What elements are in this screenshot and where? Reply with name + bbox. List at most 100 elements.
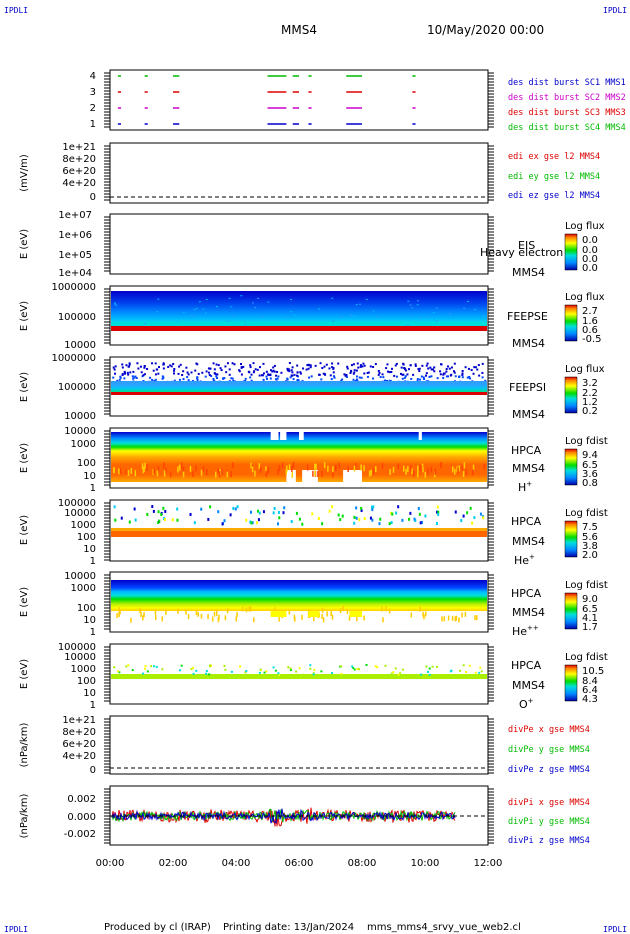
spectrogram-pixel [389, 469, 391, 476]
spectrogram-pixel [130, 468, 133, 475]
x-tick-label: 06:00 [285, 858, 314, 869]
spectrogram-pixel [414, 363, 417, 366]
spectrogram-pixel [355, 506, 358, 510]
spectrogram-pixel [482, 516, 485, 520]
spectrogram-pixel [223, 377, 226, 380]
x-tick-label: 08:00 [348, 858, 377, 869]
spectrogram-pixel [265, 670, 268, 673]
spectrogram-pixel [244, 377, 247, 380]
spectrogram-pixel [308, 611, 320, 617]
spectrogram-pixel [405, 468, 407, 475]
ylabel: E (eV) [19, 301, 30, 331]
spectrogram-pixel [232, 462, 234, 469]
spectrogram-pixel [269, 373, 272, 376]
spectrogram-pixel [230, 670, 233, 673]
tick-label: 1 [90, 119, 96, 130]
spectrogram-pixel [207, 367, 210, 370]
spectrogram-pixel [154, 609, 157, 615]
spacecraft-title: MMS4 [281, 23, 317, 37]
spectrogram-pixel [262, 378, 265, 381]
spectrogram-pixel [186, 376, 189, 379]
spectrogram-pixel [182, 378, 185, 381]
spectrogram-pixel [327, 465, 329, 472]
spectrogram-pixel [345, 375, 348, 378]
spectrogram-pixel [422, 466, 424, 473]
spectrogram-pixel [143, 366, 146, 369]
spectrogram-pixel [254, 470, 256, 477]
spectrogram-pixel [144, 323, 147, 325]
spectrogram-pixel [420, 673, 423, 676]
spectrogram-pixel [461, 373, 464, 376]
spectrogram-band [111, 392, 487, 395]
spectrogram-pixel [144, 462, 146, 469]
spectrogram-pixel [262, 362, 265, 365]
spectrogram-pixel [251, 521, 254, 525]
legend-entry: des dist burst SC4 MMS4 [508, 123, 626, 133]
spectrogram-pixel [127, 469, 130, 476]
spectrogram-pixel [222, 377, 225, 380]
spectrogram-pixel [173, 368, 176, 371]
spectrogram-pixel [359, 364, 362, 367]
spectrogram-pixel [390, 521, 393, 525]
spectrogram-pixel [459, 669, 462, 672]
spectrogram-pixel [265, 375, 268, 378]
spectrogram-pixel [125, 665, 128, 668]
spectrogram-pixel [394, 364, 397, 367]
corner-label: IPDLI [4, 6, 28, 15]
spectrogram-pixel [207, 517, 210, 521]
spectrogram-pixel [376, 666, 379, 669]
spectrogram-pixel [132, 370, 135, 373]
spectrogram-pixel [227, 320, 230, 322]
spectrogram-pixel [388, 379, 391, 382]
spectrogram-pixel [427, 367, 430, 370]
spectrogram-pixel [259, 466, 262, 473]
tick-label: 100 [77, 603, 96, 614]
spectrogram-pixel [259, 366, 262, 369]
spectrogram-pixel [333, 376, 336, 379]
spectrogram-pixel [374, 665, 377, 668]
spectrogram-pixel [468, 376, 471, 379]
instrument-label: MMS4 [512, 462, 545, 475]
spectrogram-pixel [383, 379, 386, 382]
spectrogram-pixel [320, 670, 323, 673]
spectrogram-pixel [218, 471, 221, 478]
tick-label: 1000 [71, 439, 96, 450]
spectrogram-pixel [309, 667, 312, 670]
spectrogram-pixel [454, 510, 457, 514]
spectrogram-pixel [143, 373, 146, 376]
spectrogram-pixel [196, 377, 199, 380]
panel-feepsi: 1000000 100000 10000 E (eV) FEEPSI MMS4 … [19, 353, 605, 422]
spectrogram-pixel [407, 368, 410, 371]
tick-label: 100 [77, 458, 96, 469]
spectrogram-pixel [394, 667, 397, 670]
spectrogram-pixel [372, 365, 375, 368]
spectrogram-pixel [231, 315, 234, 317]
spectrogram-pixel [365, 298, 368, 300]
spectrogram-pixel [428, 667, 431, 670]
tick-label: 0.002 [67, 794, 96, 805]
spectrogram-pixel [277, 510, 280, 514]
spectrogram-pixel [232, 379, 235, 382]
spectrogram-pixel [229, 513, 232, 517]
tick-label: 1000000 [51, 353, 96, 364]
spectrogram-pixel [248, 606, 251, 612]
spectrogram-pixel [217, 364, 220, 367]
spectrogram-pixel [409, 364, 412, 367]
instrument-label: EIS [518, 239, 535, 252]
spectrogram-pixel [162, 506, 165, 510]
spectrogram-pixel [162, 376, 165, 379]
spectrogram-pixel [474, 671, 477, 674]
spectrogram-pixel [208, 673, 211, 676]
spectrogram-pixel [341, 378, 344, 381]
instrument-label: MMS4 [512, 535, 545, 548]
spectrogram-pixel [473, 516, 476, 520]
spectrogram-pixel [118, 607, 121, 613]
spectrogram-pixel [249, 510, 252, 514]
spectrogram-pixel [418, 367, 421, 370]
tick-label: 1e+05 [58, 250, 92, 261]
spectrogram-pixel [152, 468, 154, 475]
spectrogram-pixel [381, 606, 383, 612]
tick-label: 6e+20 [62, 739, 96, 750]
spectrogram-pixel [436, 320, 439, 322]
spectrogram-pixel [306, 364, 309, 367]
